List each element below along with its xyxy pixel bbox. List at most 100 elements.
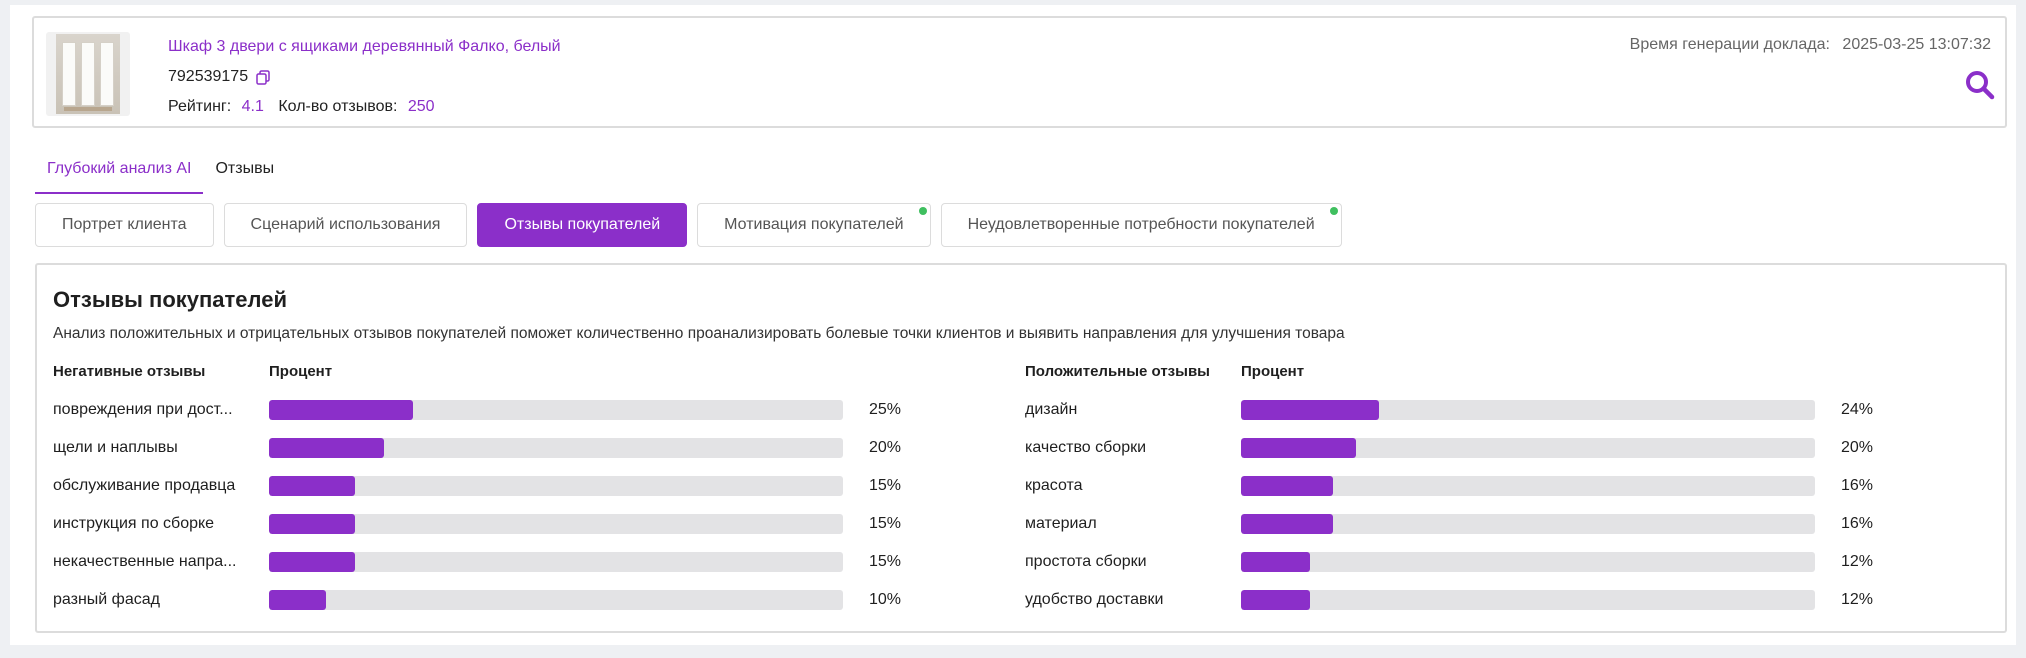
negative-review-row: некачественные напра... 15%	[53, 543, 901, 581]
review-percent: 20%	[869, 439, 902, 456]
percent-bar-fill	[269, 476, 356, 496]
positive-review-row: простота сборки 12%	[1025, 543, 1873, 581]
review-topic-label: качество сборки	[1025, 439, 1147, 456]
subtab-customer-motivation-label: Мотивация покупателей	[724, 216, 904, 233]
negative-header-label: Негативные отзывы	[53, 363, 206, 380]
reviews-count-label: Кол-во отзывов:	[278, 98, 398, 115]
review-topic-label: простота сборки	[1025, 553, 1147, 570]
percent-bar-track	[1241, 438, 1815, 458]
review-percent: 15%	[869, 553, 902, 570]
percent-bar-track	[269, 438, 843, 458]
review-percent: 10%	[869, 591, 902, 608]
reviews-analysis-card: Отзывы покупателей Анализ положительных …	[35, 263, 2007, 633]
positive-review-row: красота 16%	[1025, 467, 1873, 505]
percent-bar-fill	[1241, 552, 1310, 572]
percent-bar-track	[1241, 514, 1815, 534]
gen-time-value: 2025-03-25 13:07:32	[1842, 36, 1991, 53]
review-percent: 12%	[1841, 591, 1874, 608]
review-percent: 12%	[1841, 553, 1874, 570]
copy-icon[interactable]	[256, 69, 270, 85]
subtab-unmet-needs[interactable]: Неудовлетворенные потребности покупателе…	[940, 203, 1342, 247]
sku-row: 792539175	[168, 68, 270, 86]
report-generation-time: Время генерации доклада: 2025-03-25 13:0…	[1630, 36, 1991, 54]
percent-bar-track	[1241, 400, 1815, 420]
rating-row: Рейтинг: 4.1 Кол-во отзывов: 250	[168, 98, 445, 116]
percent-bar-fill	[1241, 476, 1333, 496]
tab-reviews[interactable]: Отзывы	[215, 160, 275, 177]
review-topic-label: обслуживание продавца	[53, 477, 236, 494]
percent-bar-fill	[1241, 400, 1379, 420]
percent-bar-fill	[269, 552, 356, 572]
positive-review-row: дизайн 24%	[1025, 391, 1873, 429]
subtab-client-portrait[interactable]: Портрет клиента	[35, 203, 214, 247]
review-topic-label: разный фасад	[53, 591, 160, 608]
review-percent: 16%	[1841, 477, 1874, 494]
section-title: Отзывы покупателей	[53, 287, 287, 312]
rating-value: 4.1	[241, 98, 264, 115]
review-percent: 16%	[1841, 515, 1874, 532]
negative-header-percent: Процент	[269, 363, 333, 380]
positive-review-row: удобство доставки 12%	[1025, 581, 1873, 619]
review-topic-label: повреждения при дост...	[53, 401, 233, 418]
review-topic-label: дизайн	[1025, 401, 1078, 418]
percent-bar-track	[269, 514, 843, 534]
review-percent: 24%	[1841, 401, 1874, 418]
positive-header-percent: Процент	[1241, 363, 1305, 380]
negative-reviews-column: Негативные отзывы Процент повреждения пр…	[53, 363, 901, 619]
percent-bar-track	[269, 590, 843, 610]
review-topic-label: инструкция по сборке	[53, 515, 215, 532]
search-icon[interactable]	[1965, 70, 1995, 100]
percent-bar-fill	[269, 590, 327, 610]
review-topic-label: щели и наплывы	[53, 439, 178, 456]
rating-label: Рейтинг:	[168, 98, 232, 115]
positive-review-row: материал 16%	[1025, 505, 1873, 543]
review-topic-label: красота	[1025, 477, 1083, 494]
review-topic-label: материал	[1025, 515, 1097, 532]
gen-time-label: Время генерации доклада:	[1629, 36, 1830, 53]
review-topic-label: удобство доставки	[1025, 591, 1164, 608]
tab-deep-ai-analysis[interactable]: Глубокий анализ AI	[35, 152, 204, 194]
percent-bar-track	[1241, 590, 1815, 610]
main-tabs: Глубокий анализ AI Отзывы	[35, 152, 286, 194]
review-percent: 15%	[869, 477, 902, 494]
product-header-card: Шкаф 3 двери с ящиками деревянный Фалко,…	[32, 16, 2007, 128]
positive-column-header: Положительные отзывы Процент	[1025, 363, 1873, 391]
percent-bar-fill	[1241, 590, 1310, 610]
subtab-customer-reviews[interactable]: Отзывы покупателей	[477, 203, 688, 247]
review-percent: 15%	[869, 515, 902, 532]
sub-tabs: Портрет клиента Сценарий использования О…	[35, 203, 1342, 247]
positive-reviews-column: Положительные отзывы Процент дизайн 24% ка…	[1025, 363, 1873, 619]
positive-header-label: Положительные отзывы	[1025, 363, 1210, 380]
review-percent: 25%	[869, 401, 902, 418]
percent-bar-track	[269, 552, 843, 572]
percent-bar-track	[1241, 552, 1815, 572]
section-description: Анализ положительных и отрицательных отз…	[53, 325, 1345, 342]
reviews-count-value: 250	[407, 98, 435, 115]
percent-bar-fill	[269, 438, 384, 458]
subtab-usage-scenario[interactable]: Сценарий использования	[223, 203, 468, 247]
review-topic-label: некачественные напра...	[53, 553, 237, 570]
negative-review-row: обслуживание продавца 15%	[53, 467, 901, 505]
percent-bar-track	[269, 400, 843, 420]
subtab-unmet-needs-label: Неудовлетворенные потребности покупателе…	[967, 216, 1315, 233]
percent-bar-fill	[1241, 438, 1356, 458]
product-thumbnail[interactable]	[46, 32, 130, 116]
new-indicator-dot	[918, 207, 927, 215]
positive-review-row: качество сборки 20%	[1025, 429, 1873, 467]
product-sku: 792539175	[168, 68, 249, 85]
percent-bar-track	[269, 476, 843, 496]
new-indicator-dot	[1329, 207, 1338, 215]
negative-review-row: повреждения при дост... 25%	[53, 391, 901, 429]
negative-review-row: щели и наплывы 20%	[53, 429, 901, 467]
negative-column-header: Негативные отзывы Процент	[53, 363, 901, 391]
page: Шкаф 3 двери с ящиками деревянный Фалко,…	[10, 5, 2016, 645]
negative-review-row: разный фасад 10%	[53, 581, 901, 619]
review-percent: 20%	[1841, 439, 1874, 456]
percent-bar-fill	[269, 400, 413, 420]
product-title[interactable]: Шкаф 3 двери с ящиками деревянный Фалко,…	[168, 38, 561, 55]
percent-bar-fill	[269, 514, 356, 534]
percent-bar-fill	[1241, 514, 1333, 534]
percent-bar-track	[1241, 476, 1815, 496]
negative-review-row: инструкция по сборке 15%	[53, 505, 901, 543]
subtab-customer-motivation[interactable]: Мотивация покупателей	[697, 203, 931, 247]
